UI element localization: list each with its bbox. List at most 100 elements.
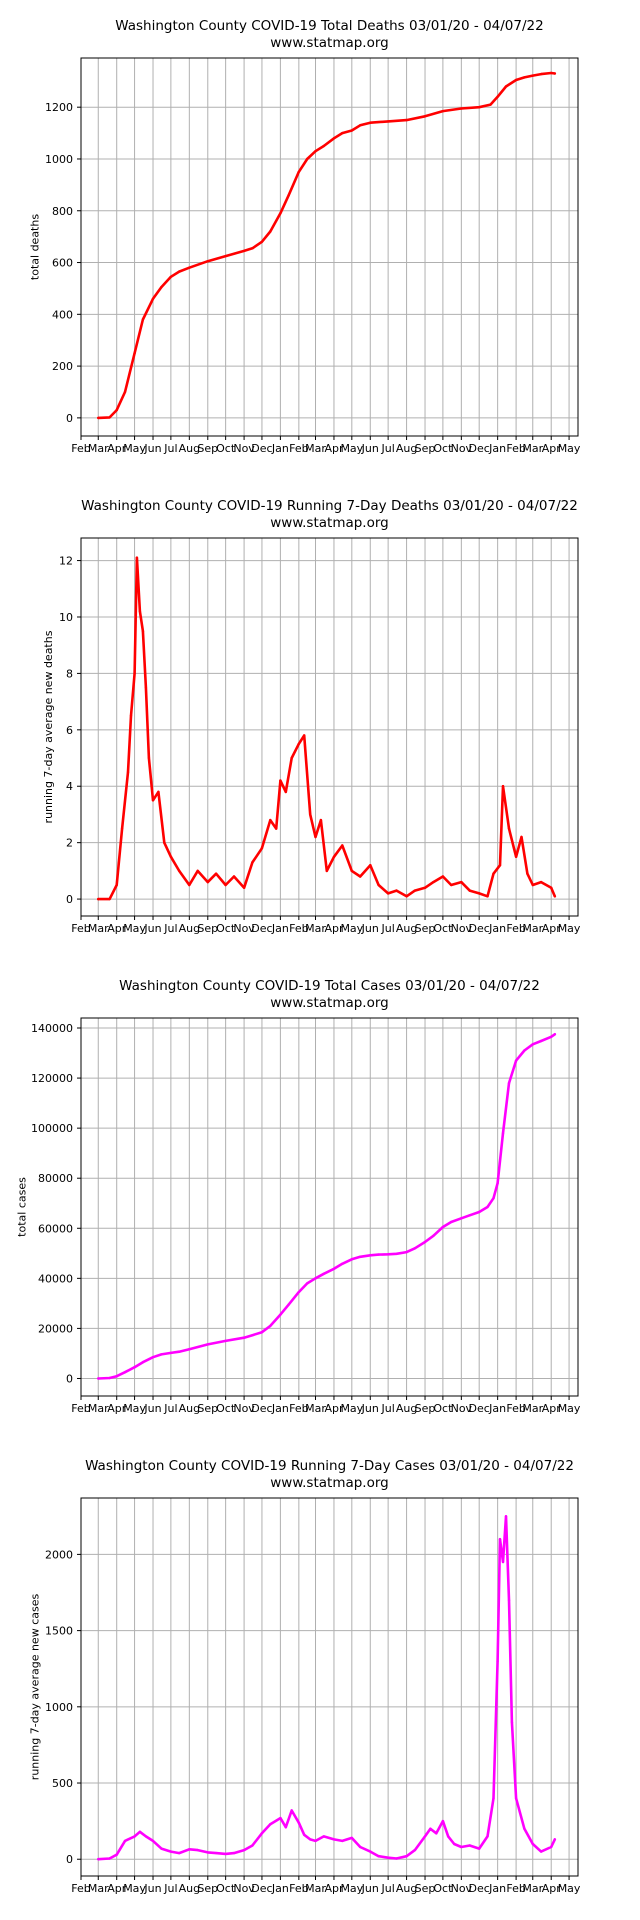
x-tick-label: Sep [197,1882,218,1895]
data-point [468,1214,471,1217]
data-point [314,1277,317,1280]
data-point [319,818,323,822]
chart-subtitle: www.statmap.org [270,995,389,1011]
chart-title: Washington County COVID-19 Running 7-Day… [81,498,578,514]
data-point [405,118,408,122]
y-axis: 0 20000 40000 60000 80000 100000 120000 140000 [31,1022,81,1385]
data-point [553,895,556,898]
x-tick-label: Dec [469,922,490,935]
x-tick-label: May [340,442,363,455]
data-point [269,230,272,233]
data-point [341,131,344,135]
x-tick-label: May [340,1402,363,1415]
x-tick-label: Jun [361,442,379,455]
x-tick-label: Apr [107,1402,127,1415]
data-point [242,1848,246,1852]
data-point [413,1247,417,1250]
data-point [531,1842,534,1846]
data-point [531,1043,534,1046]
x-tick-label: Mar [88,1882,109,1895]
x-tick-label: Mar [88,442,109,455]
data-point [350,1836,353,1840]
x-tick-label: Apr [324,922,344,935]
x-tick-label: Apr [324,442,344,455]
data-point [539,880,543,884]
x-tick-label: Jul [163,922,177,935]
data-point [405,895,408,898]
data-point [432,880,435,884]
data-point [359,875,362,878]
y-tick-label: 20000 [38,1322,73,1335]
x-tick-label: Mar [305,922,326,935]
y-tick-label: 1000 [45,1701,73,1714]
x-tick-label: Nov [233,1882,255,1895]
data-point [269,1324,272,1328]
data-point [297,742,300,746]
data-point [188,883,191,887]
y-tick-label: 600 [52,257,73,270]
series-points [97,1515,556,1861]
data-point [141,318,145,321]
data-point [386,120,390,123]
data-point [450,1220,453,1224]
data-point [405,1855,408,1858]
data-point [206,1851,209,1854]
grid [80,58,578,436]
data-point [147,756,151,760]
data-point [251,861,254,864]
data-point [242,1336,246,1339]
x-tick-label: Feb [71,1402,90,1415]
data-point [287,194,290,197]
data-point [251,247,254,250]
data-point [115,1853,118,1856]
x-tick-label: Feb [289,1882,308,1895]
data-point [325,869,328,873]
x-tick-label: Nov [233,922,255,935]
data-point [429,1827,432,1830]
data-point [290,756,293,760]
y-tick-label: 1200 [45,101,73,114]
x-tick-label: Jul [380,442,394,455]
data-point [303,734,306,737]
data-point [306,157,309,161]
x-tick-label: Aug [179,1882,200,1895]
chart-title: Washington County COVID-19 Total Cases 0… [119,978,540,994]
data-point [108,1857,111,1860]
data-point [260,240,264,243]
data-point [386,892,390,895]
x-tick-label: Dec [251,442,272,455]
data-point [287,1303,290,1306]
data-point [297,1821,300,1824]
x-tick-label: Mar [522,442,543,455]
data-point [275,827,278,830]
x-tick-label: Jun [361,922,379,935]
data-point [489,103,492,106]
data-point [279,1816,282,1820]
data-point [453,1842,456,1846]
data-point [531,883,534,887]
data-point [224,883,227,887]
x-tick-label: Apr [107,442,127,455]
y-tick-label: 12 [59,555,73,568]
x-tick-label: Nov [451,1402,473,1415]
data-point [478,106,481,109]
y-tick-label: 10 [59,611,73,624]
data-point [260,1331,264,1334]
data-point [332,855,336,858]
y-axis-label: total cases [15,1177,28,1237]
data-point [169,1351,173,1355]
x-tick-label: Jan [488,922,506,935]
data-point [279,779,282,782]
data-point [369,864,372,867]
data-point [450,883,453,887]
data-point [496,1659,499,1663]
data-point [169,1850,173,1853]
data-point [279,1313,282,1316]
y-tick-label: 60000 [38,1222,73,1235]
x-tick-label: May [558,1882,581,1895]
data-point [108,897,111,901]
x-tick-label: May [123,442,146,455]
data-point [526,872,529,875]
data-point [178,270,181,273]
